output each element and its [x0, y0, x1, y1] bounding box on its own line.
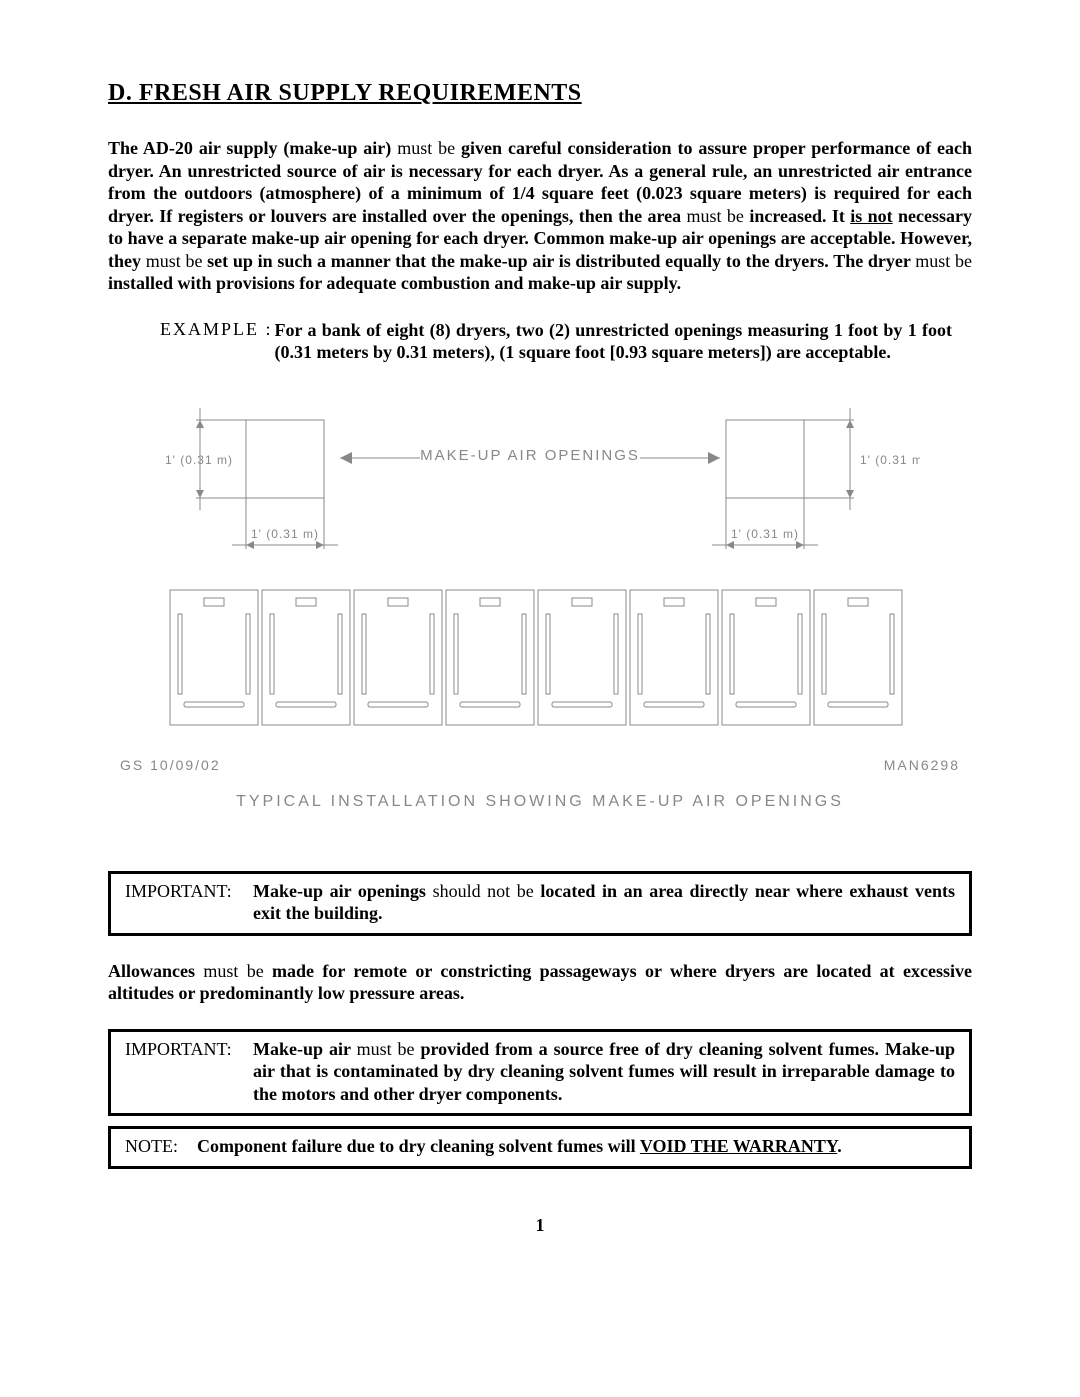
box-content: Component failure due to dry cleaning so…: [197, 1135, 955, 1158]
box-label: NOTE:: [125, 1135, 197, 1158]
text: Allowances: [108, 961, 203, 981]
text: must be: [146, 251, 203, 271]
dim-label: 1' (0.31 m): [860, 453, 920, 467]
box-content: Make-up air must be provided from a sour…: [253, 1038, 955, 1106]
installation-diagram: 1' (0.31 m) 1' (0.31 m) 1' (0.31 m) 1' (…: [160, 400, 920, 745]
text: increased. It: [744, 206, 850, 226]
text: must be: [357, 1039, 415, 1059]
diagram-date: GS 10/09/02: [120, 757, 221, 773]
diagram-title: MAKE-UP AIR OPENINGS: [420, 447, 640, 464]
page-container: D. FRESH AIR SUPPLY REQUIREMENTS The AD-…: [0, 0, 1080, 1276]
dim-label: 1' (0.31 m): [731, 527, 799, 541]
text: VOID THE WARRANTY: [640, 1136, 837, 1156]
note-box: NOTE: Component failure due to dry clean…: [108, 1126, 972, 1169]
text: The AD-20 air supply (make-up air): [108, 138, 397, 158]
diagram-ref: MAN6298: [884, 757, 960, 773]
text: is not: [850, 206, 892, 226]
important-box-1: IMPORTANT: Make-up air openings should n…: [108, 871, 972, 936]
text: must be: [203, 961, 263, 981]
text: .: [837, 1136, 842, 1156]
page-number: 1: [108, 1215, 972, 1236]
intro-paragraph: The AD-20 air supply (make-up air) must …: [108, 137, 972, 295]
text: set up in such a manner that the make-up…: [202, 251, 915, 271]
box-label: IMPORTANT:: [125, 880, 253, 925]
section-heading: D. FRESH AIR SUPPLY REQUIREMENTS: [108, 80, 972, 107]
text: must be: [915, 251, 972, 271]
text: should not be: [433, 881, 534, 901]
text: Component failure due to dry cleaning so…: [197, 1136, 640, 1156]
diagram-caption: TYPICAL INSTALLATION SHOWING MAKE-UP AIR…: [108, 793, 972, 811]
text: Make-up air openings: [253, 881, 433, 901]
example-label: EXAMPLE :: [160, 319, 273, 364]
example-block: EXAMPLE : For a bank of eight (8) dryers…: [160, 319, 972, 364]
text: installed with provisions for adequate c…: [108, 273, 681, 293]
text: Make-up air: [253, 1039, 357, 1059]
text: must be: [397, 138, 455, 158]
example-text: For a bank of eight (8) dryers, two (2) …: [273, 319, 973, 364]
box-label: IMPORTANT:: [125, 1038, 253, 1106]
allowances-paragraph: Allowances must be made for remote or co…: [108, 960, 972, 1005]
dim-label: 1' (0.31 m): [165, 453, 233, 467]
dryer-bank: [170, 590, 902, 725]
diagram-footer: GS 10/09/02 MAN6298: [120, 757, 960, 773]
text: must be: [687, 206, 744, 226]
dim-label: 1' (0.31 m): [251, 527, 319, 541]
box-content: Make-up air openings should not be locat…: [253, 880, 955, 925]
important-box-2: IMPORTANT: Make-up air must be provided …: [108, 1029, 972, 1117]
